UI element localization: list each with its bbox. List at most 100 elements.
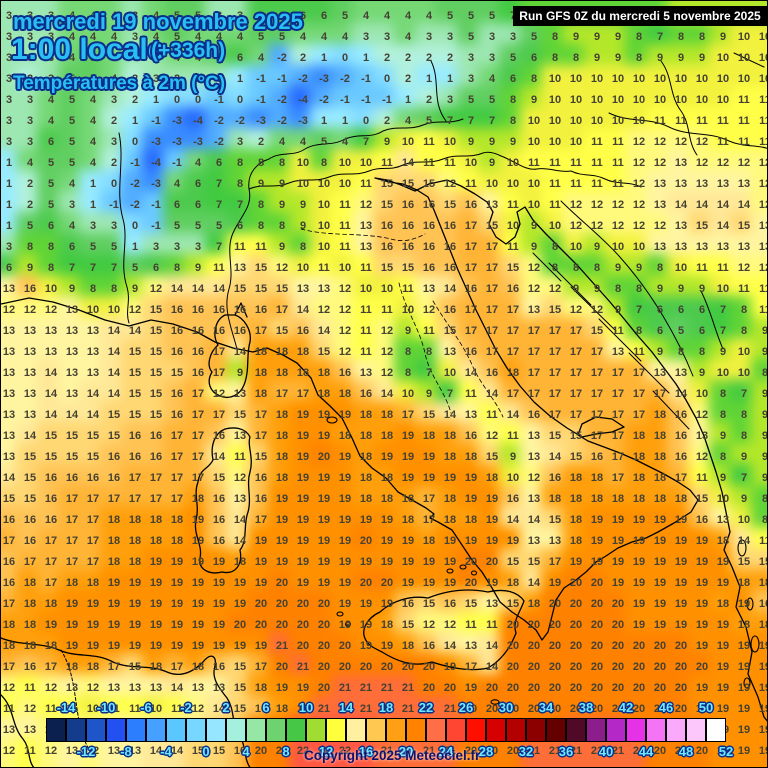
temp-value: 8 <box>404 367 412 379</box>
temp-value: 15 <box>44 430 58 442</box>
temp-value: 13 <box>716 514 730 526</box>
temp-value: 18 <box>359 472 373 484</box>
temp-value: 7 <box>446 388 454 400</box>
temp-value: 13 <box>2 283 16 295</box>
temp-value: 12 <box>527 472 541 484</box>
temp-value: 18 <box>380 472 394 484</box>
temp-value: 17 <box>254 430 268 442</box>
temp-value: 9 <box>761 472 768 484</box>
temp-value: 19 <box>443 535 457 547</box>
temp-value: 10 <box>569 73 583 85</box>
temp-value: 9 <box>530 241 538 253</box>
temp-value: 14 <box>86 388 100 400</box>
temp-value: 14 <box>548 451 562 463</box>
temp-value: 17 <box>485 241 499 253</box>
temp-value: 11 <box>360 178 372 190</box>
temp-value: 11 <box>339 241 351 253</box>
temp-value: 7 <box>467 115 475 127</box>
temp-value: 10 <box>506 157 520 169</box>
temp-value: 3 <box>215 10 223 22</box>
temp-value: 13 <box>653 241 667 253</box>
temp-value: 18 <box>149 514 163 526</box>
temp-value: 10 <box>443 367 457 379</box>
temp-value: 9 <box>614 304 622 316</box>
temp-value: 14 <box>737 535 751 547</box>
temp-value: 8 <box>89 283 97 295</box>
temp-value: 13 <box>548 535 562 547</box>
temp-value: 15 <box>254 283 268 295</box>
scale-label-bottom: 52 <box>718 744 734 759</box>
temp-value: 17 <box>464 304 478 316</box>
temp-value: 12 <box>590 220 604 232</box>
temp-value: 20 <box>464 556 478 568</box>
temp-value: 11 <box>759 304 767 316</box>
temp-value: 10 <box>569 94 583 106</box>
temp-value: 11 <box>759 535 767 547</box>
temp-value: 10 <box>632 73 646 85</box>
temp-value: 12 <box>338 325 352 337</box>
temp-value: 10 <box>737 346 751 358</box>
temp-value: 16 <box>338 367 352 379</box>
temp-value: 16 <box>170 346 184 358</box>
temp-value: 13 <box>2 346 16 358</box>
scale-label-bottom: 36 <box>558 744 574 759</box>
scale-color-cell <box>426 718 446 742</box>
temp-value: -2 <box>235 115 245 127</box>
temp-value: 14 <box>401 157 415 169</box>
temp-value: 19 <box>338 535 352 547</box>
temp-value: 4 <box>341 136 349 148</box>
temp-value: 13 <box>674 220 688 232</box>
temp-value: 19 <box>632 556 646 568</box>
temp-value: -3 <box>298 115 308 127</box>
temp-value: 15 <box>23 493 37 505</box>
scale-label-bottom: 4 <box>242 744 250 759</box>
temp-value: 4 <box>236 31 244 43</box>
temp-value: 8 <box>530 73 538 85</box>
temp-value: 13 <box>86 346 100 358</box>
temp-value: 9 <box>614 31 622 43</box>
temp-value: 11 <box>696 472 708 484</box>
temp-value: 12 <box>611 199 625 211</box>
scale-label-top: -10 <box>96 700 116 715</box>
temp-value: 8 <box>593 262 601 274</box>
scale-label-top: 18 <box>378 700 394 715</box>
temp-value: 20 <box>359 535 373 547</box>
scale-color-cell <box>366 718 386 742</box>
temp-value: 13 <box>86 325 100 337</box>
temp-value: 17 <box>86 493 100 505</box>
temp-value: 9 <box>593 52 601 64</box>
temp-value: 6 <box>530 52 538 64</box>
temp-value: 11 <box>612 157 624 169</box>
temp-value: 7 <box>236 199 244 211</box>
temp-value: 19 <box>590 535 604 547</box>
temp-value: 12 <box>695 409 709 421</box>
temp-value: 16 <box>23 283 37 295</box>
temp-value: 4 <box>173 178 181 190</box>
temp-value: 4 <box>68 52 76 64</box>
scale-label-top: -14 <box>56 700 76 715</box>
temp-value: 17 <box>275 304 289 316</box>
temp-value: 8 <box>278 220 286 232</box>
temp-value: 15 <box>485 220 499 232</box>
temp-value: 19 <box>443 556 457 568</box>
temp-value: 9 <box>740 493 748 505</box>
parameter-label: Températures à 2m (°C) <box>13 73 226 94</box>
temp-value: 16 <box>401 199 415 211</box>
temp-value: 5 <box>488 10 496 22</box>
temp-value: 8 <box>551 31 559 43</box>
temp-value: 3 <box>110 220 118 232</box>
temp-value: 13 <box>674 157 688 169</box>
temp-value: 11 <box>402 283 414 295</box>
temp-value: 12 <box>233 472 247 484</box>
temp-value: 15 <box>212 472 226 484</box>
temp-value: 8 <box>698 31 706 43</box>
temp-value: 5 <box>530 31 538 43</box>
temp-value: 10 <box>317 241 331 253</box>
temp-value: 2 <box>110 157 118 169</box>
scale-color-cell <box>46 718 66 742</box>
temp-value: 19 <box>653 556 667 568</box>
temp-value: 10 <box>569 136 583 148</box>
temp-value: 12 <box>338 304 352 316</box>
temp-value: 15 <box>548 430 562 442</box>
